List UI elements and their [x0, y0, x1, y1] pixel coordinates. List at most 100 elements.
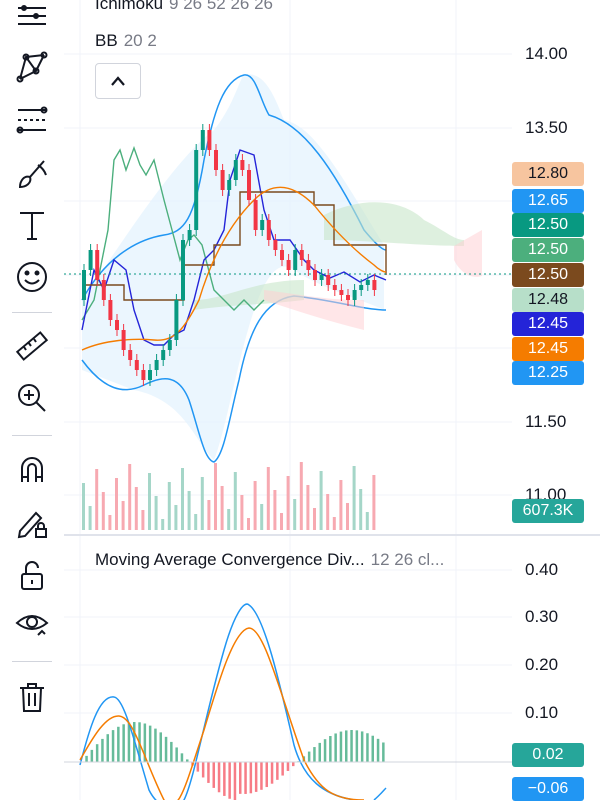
- ichimoku-base-line: [82, 191, 387, 301]
- candle: [273, 240, 278, 250]
- macd-hist-bar: [265, 762, 268, 788]
- bb-legend[interactable]: BB 20 2: [95, 31, 157, 51]
- volume-bar: [115, 478, 118, 530]
- chart-canvas[interactable]: [64, 0, 600, 800]
- macd-hist-bar: [233, 762, 237, 800]
- macd-legend-params: 12 26 cl...: [370, 550, 445, 569]
- macd-hist-bar: [360, 731, 364, 762]
- eye-tool[interactable]: [10, 603, 54, 643]
- candle: [101, 280, 106, 300]
- macd-axis-label: 0.20: [525, 655, 559, 674]
- candle: [88, 250, 93, 270]
- volume-bar: [200, 477, 204, 530]
- pattern-tool[interactable]: [10, 47, 54, 87]
- volume-bar: [372, 475, 376, 530]
- unlock-tool[interactable]: [10, 556, 54, 596]
- price-tag: 12.45: [512, 337, 584, 361]
- volume-bar: [273, 490, 277, 530]
- volume-bar: [339, 480, 343, 530]
- price-tag: 12.45: [512, 312, 584, 336]
- volume-bar: [121, 501, 125, 530]
- candle: [194, 150, 199, 230]
- menu-lines-icon: [18, 5, 46, 25]
- candle: [233, 160, 238, 180]
- macd-hist-bar: [350, 730, 353, 762]
- toolbar-separator: [12, 312, 52, 313]
- unlock-icon: [21, 561, 43, 590]
- candle: [207, 130, 212, 150]
- candle: [227, 180, 232, 190]
- macd-hist-bar: [127, 722, 131, 762]
- macd-hist-bar: [239, 762, 242, 794]
- macd-hist-bar: [111, 730, 115, 762]
- volume-bar: [101, 492, 105, 530]
- macd-hist-bar: [345, 730, 348, 762]
- trash-tool[interactable]: [10, 677, 54, 717]
- brush-tool[interactable]: [10, 153, 54, 193]
- candle: [299, 250, 304, 260]
- macd-hist-bar: [159, 732, 162, 762]
- macd-legend-name: Moving Average Convergence Div...: [95, 550, 365, 569]
- candle: [306, 260, 311, 270]
- candle: [220, 170, 225, 190]
- volume-bar: [187, 491, 191, 530]
- macd-hist-bar: [313, 747, 316, 762]
- zoom-in-icon: [18, 384, 46, 412]
- text-tool[interactable]: [10, 205, 54, 245]
- macd-hist-bar: [143, 723, 147, 762]
- zoom-in-tool[interactable]: [10, 378, 54, 418]
- candle: [332, 285, 337, 290]
- volume-bar: [247, 518, 250, 530]
- volume-bar: [299, 462, 303, 530]
- volume-bar: [253, 481, 257, 530]
- macd-hist-bar: [85, 755, 88, 762]
- fib-retracement-tool[interactable]: [10, 100, 54, 140]
- lock-drawing-tool[interactable]: [10, 503, 54, 543]
- macd-hist-bar: [249, 762, 253, 794]
- macd-hist-bar: [307, 751, 311, 762]
- volume-bar: [194, 514, 198, 530]
- macd-hist-bar: [382, 742, 385, 762]
- macd-legend[interactable]: Moving Average Convergence Div... 12 26 c…: [95, 550, 444, 570]
- candle: [214, 150, 218, 170]
- macd-axis-label: 0.10: [525, 703, 559, 722]
- collapse-legend-button[interactable]: [95, 63, 141, 99]
- candle: [161, 350, 166, 360]
- candle: [260, 220, 265, 230]
- menu-lines-tool[interactable]: [10, 0, 54, 36]
- volume-value-tag: 607.3K: [512, 499, 584, 523]
- candle: [174, 300, 179, 340]
- macd-histogram-value-tag: 0.02: [512, 743, 584, 767]
- emoji-icon: [17, 262, 47, 292]
- macd-hist-bar: [212, 762, 215, 788]
- macd-hist-bar: [170, 741, 173, 762]
- macd-hist-bar: [260, 762, 263, 790]
- ruler-tool[interactable]: [10, 326, 54, 366]
- candlestick-series: [82, 124, 377, 386]
- volume-bar: [293, 499, 297, 530]
- volume-bar: [88, 506, 92, 530]
- volume-bar: [174, 505, 178, 530]
- macd-hist-bar: [286, 762, 290, 771]
- candle: [313, 270, 317, 280]
- price-axis-label: 11.50: [525, 412, 567, 431]
- macd-hist-bar: [366, 733, 369, 762]
- emoji-tool[interactable]: [10, 257, 54, 297]
- candle: [108, 300, 113, 320]
- macd-hist-bar: [164, 736, 168, 762]
- candle: [339, 290, 344, 295]
- macd-hist-bar: [318, 742, 321, 762]
- volume-bar: [365, 512, 369, 530]
- ichimoku-legend[interactable]: Ichimoku 9 26 52 26 26: [95, 0, 273, 14]
- candle: [359, 285, 364, 290]
- price-tag: 12.50: [512, 263, 584, 287]
- magnet-tool[interactable]: [10, 450, 54, 490]
- ruler-icon: [15, 331, 49, 361]
- candle: [240, 160, 245, 170]
- chart-area[interactable]: Ichimoku 9 26 52 26 26 BB 20 2 Moving Aver…: [64, 0, 600, 801]
- macd-hist-bar: [323, 739, 327, 762]
- volume-bar: [352, 466, 356, 530]
- volume-bar: [306, 485, 310, 530]
- volume-bar: [134, 487, 138, 530]
- ichimoku-cloud-red: [264, 230, 482, 330]
